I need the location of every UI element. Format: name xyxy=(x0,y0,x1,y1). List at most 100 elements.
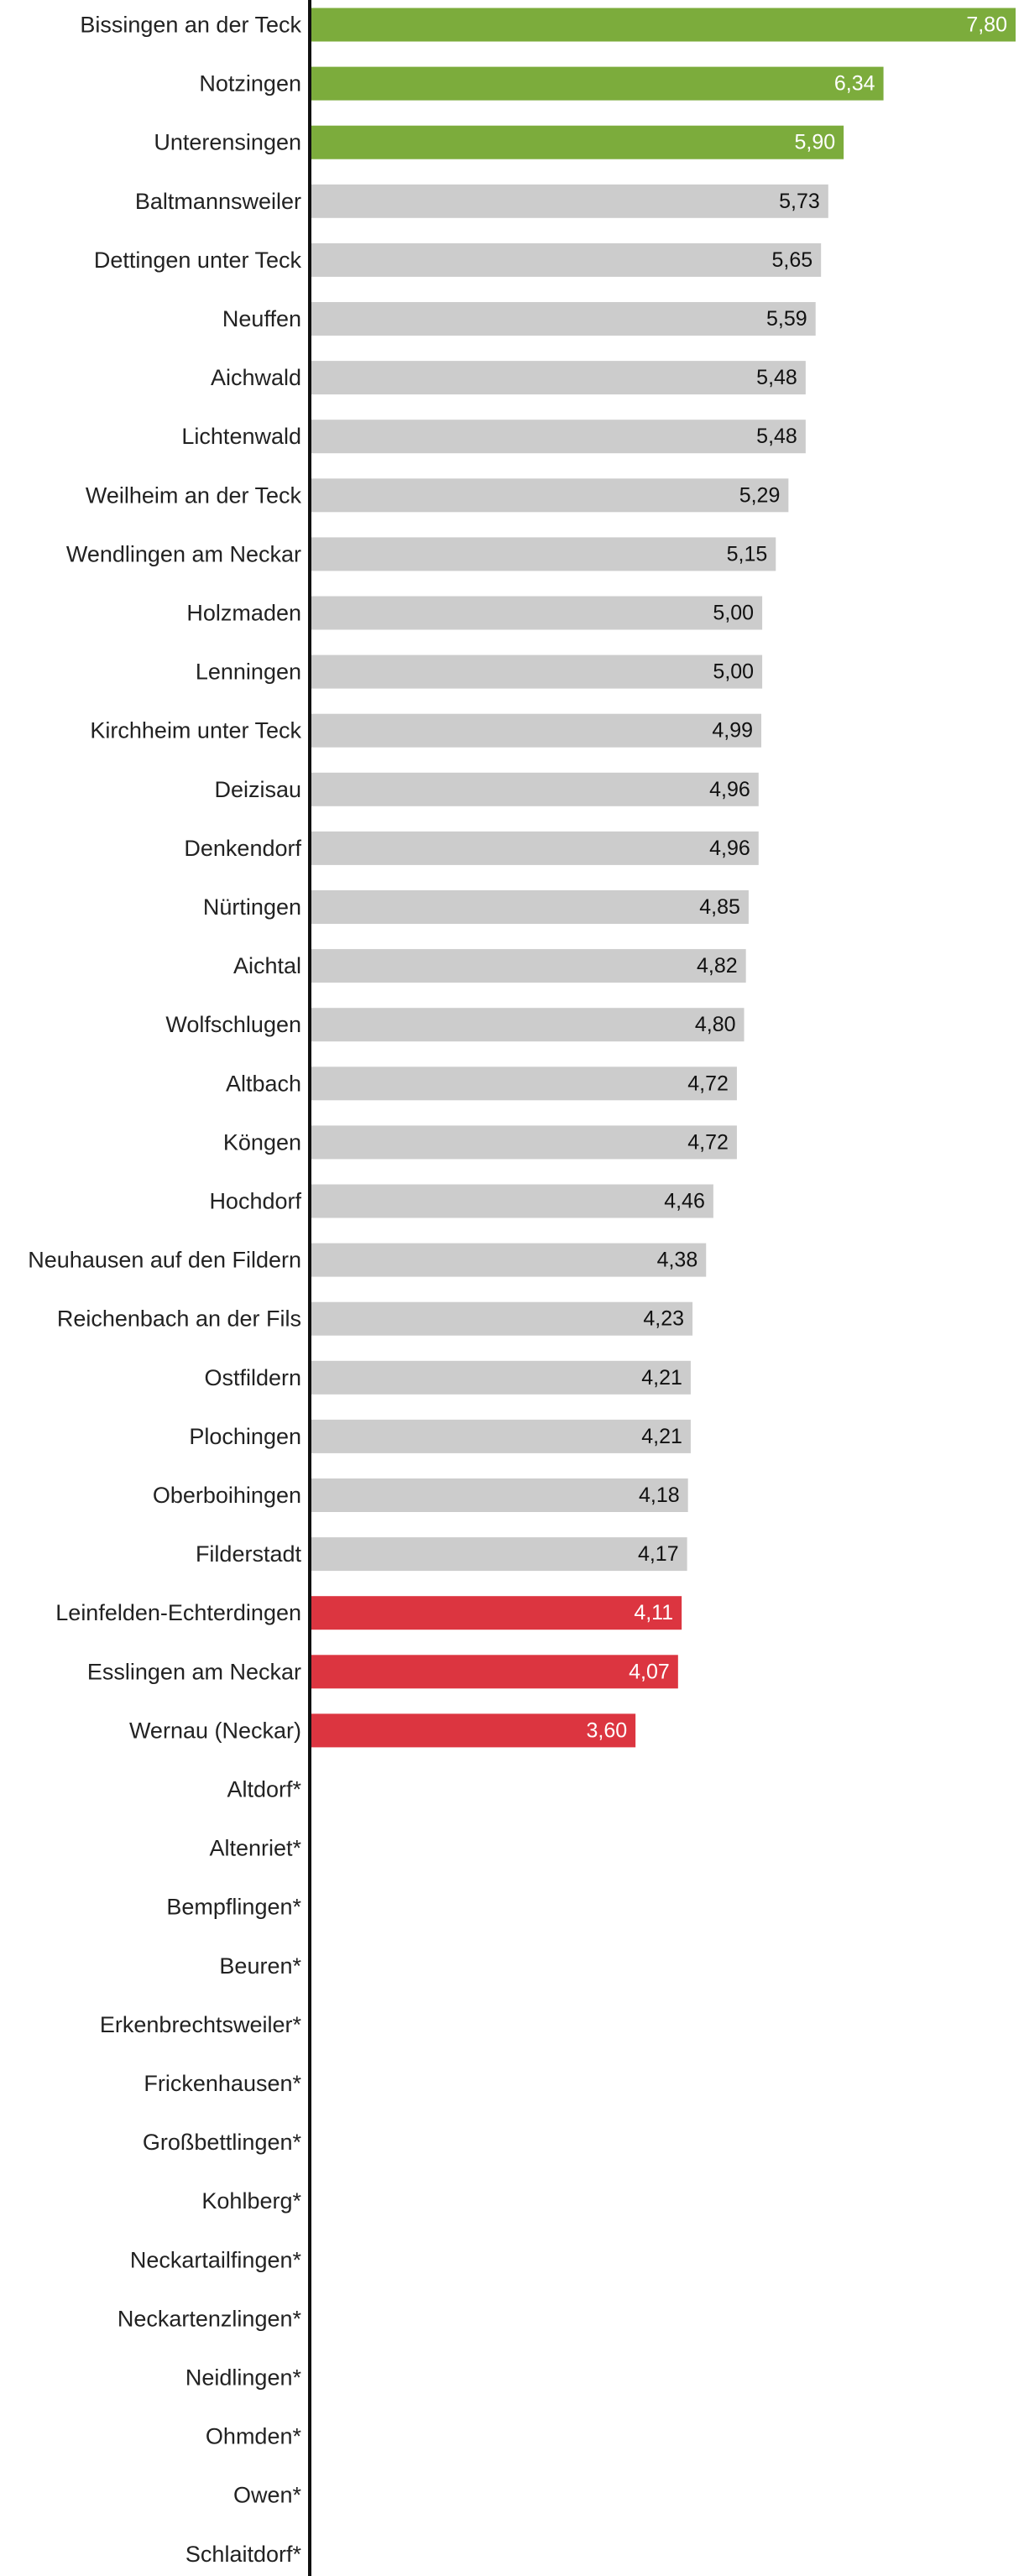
bar xyxy=(310,8,1016,42)
value-label: 4,72 xyxy=(687,1130,729,1154)
bar xyxy=(310,66,884,101)
value-label: 4,99 xyxy=(712,719,753,743)
category-label: Wernau (Neckar) xyxy=(129,1718,301,1743)
bar xyxy=(310,1419,691,1453)
category-label: Neuffen xyxy=(222,306,301,331)
category-label: Plochingen xyxy=(189,1424,301,1449)
value-label: 4,85 xyxy=(699,895,740,919)
value-label: 5,65 xyxy=(772,248,813,272)
value-label: 4,21 xyxy=(641,1425,682,1448)
bar xyxy=(310,1243,707,1277)
bar xyxy=(310,1478,688,1512)
value-label: 5,48 xyxy=(756,425,797,448)
category-label: Hochdorf xyxy=(209,1189,301,1214)
value-label: 5,73 xyxy=(779,190,820,213)
category-label: Notzingen xyxy=(199,71,301,96)
value-label: 4,80 xyxy=(695,1013,736,1036)
value-label: 5,59 xyxy=(766,307,807,331)
category-label: Neuhausen auf den Fildern xyxy=(28,1248,301,1273)
category-label: Weilheim an der Teck xyxy=(86,482,302,508)
category-label: Frickenhausen* xyxy=(144,2071,301,2096)
bar xyxy=(310,1184,713,1218)
category-label: Köngen xyxy=(223,1129,301,1155)
bar xyxy=(310,949,746,983)
category-label: Lenningen xyxy=(196,660,301,685)
category-label: Großbettlingen* xyxy=(143,2130,302,2155)
bar xyxy=(310,420,806,454)
value-label: 4,17 xyxy=(638,1542,679,1566)
bar xyxy=(310,831,759,865)
category-label: Aichwald xyxy=(211,365,301,390)
bar xyxy=(310,125,844,159)
value-label: 4,11 xyxy=(634,1601,673,1624)
value-label: 6,34 xyxy=(834,72,875,96)
bar xyxy=(310,1596,682,1630)
value-label: 4,18 xyxy=(639,1484,680,1507)
bar xyxy=(310,537,776,571)
category-label: Reichenbach an der Fils xyxy=(57,1306,301,1332)
category-label: Kohlberg* xyxy=(201,2188,301,2214)
value-label: 4,07 xyxy=(629,1660,670,1683)
value-label: 3,60 xyxy=(586,1718,627,1742)
category-label: Neckartenzlingen* xyxy=(118,2306,302,2331)
bar xyxy=(310,1066,737,1101)
category-label: Altenriet* xyxy=(209,1836,301,1861)
category-label: Leinfelden-Echterdingen xyxy=(55,1600,301,1625)
category-label: Owen* xyxy=(233,2483,302,2508)
value-label: 5,00 xyxy=(713,660,754,684)
category-label: Neckartailfingen* xyxy=(130,2247,302,2272)
value-label: 4,38 xyxy=(657,1249,698,1272)
value-label: 4,23 xyxy=(643,1307,684,1331)
value-label: 5,90 xyxy=(794,131,835,154)
category-label: Dettingen unter Teck xyxy=(94,248,302,273)
category-label: Schlaitdorf* xyxy=(185,2542,302,2567)
value-label: 4,21 xyxy=(641,1366,682,1390)
category-label: Lichtenwald xyxy=(181,424,301,449)
bar xyxy=(310,596,763,630)
bar xyxy=(310,772,759,806)
category-label: Baltmannsweiler xyxy=(135,189,301,214)
value-label: 4,72 xyxy=(687,1072,729,1095)
category-label: Ohmden* xyxy=(206,2424,302,2449)
value-label: 4,46 xyxy=(664,1190,705,1213)
value-label: 5,00 xyxy=(713,602,754,625)
category-label: Wolfschlugen xyxy=(165,1012,301,1037)
bar xyxy=(310,361,806,395)
category-label: Kirchheim unter Teck xyxy=(90,718,301,743)
category-label: Ostfildern xyxy=(204,1365,301,1390)
category-label: Neidlingen* xyxy=(185,2365,302,2391)
category-label: Bissingen an der Teck xyxy=(80,13,301,38)
category-label: Denkendorf xyxy=(184,836,301,861)
category-label: Aichtal xyxy=(233,953,301,978)
bar xyxy=(310,1008,744,1042)
category-label: Altdorf* xyxy=(227,1777,301,1802)
bar xyxy=(310,1537,687,1572)
bar xyxy=(310,1301,693,1336)
category-label: Beuren* xyxy=(219,1953,301,1979)
bar xyxy=(310,1125,737,1160)
category-label: Altbach xyxy=(226,1071,301,1096)
bar xyxy=(310,302,816,336)
category-label: Unterensingen xyxy=(154,130,301,155)
bar xyxy=(310,890,749,924)
bar xyxy=(310,242,822,277)
bar xyxy=(310,478,789,513)
value-label: 4,96 xyxy=(709,778,750,801)
value-label: 4,96 xyxy=(709,837,750,860)
category-label: Esslingen am Neckar xyxy=(87,1659,301,1684)
value-label: 4,82 xyxy=(697,954,738,978)
bar xyxy=(310,184,828,218)
value-label: 5,29 xyxy=(739,483,781,507)
bar xyxy=(310,1713,636,1748)
bar xyxy=(310,654,763,689)
category-label: Deizisau xyxy=(214,777,301,802)
category-label: Holzmaden xyxy=(186,601,301,626)
bar xyxy=(310,1655,678,1689)
category-label: Bempflingen* xyxy=(166,1895,301,1920)
bar xyxy=(310,713,762,748)
value-label: 5,15 xyxy=(727,542,768,566)
value-label: 7,80 xyxy=(966,13,1007,37)
category-label: Erkenbrechtsweiler* xyxy=(100,2012,302,2037)
category-label: Wendlingen am Neckar xyxy=(66,541,301,566)
